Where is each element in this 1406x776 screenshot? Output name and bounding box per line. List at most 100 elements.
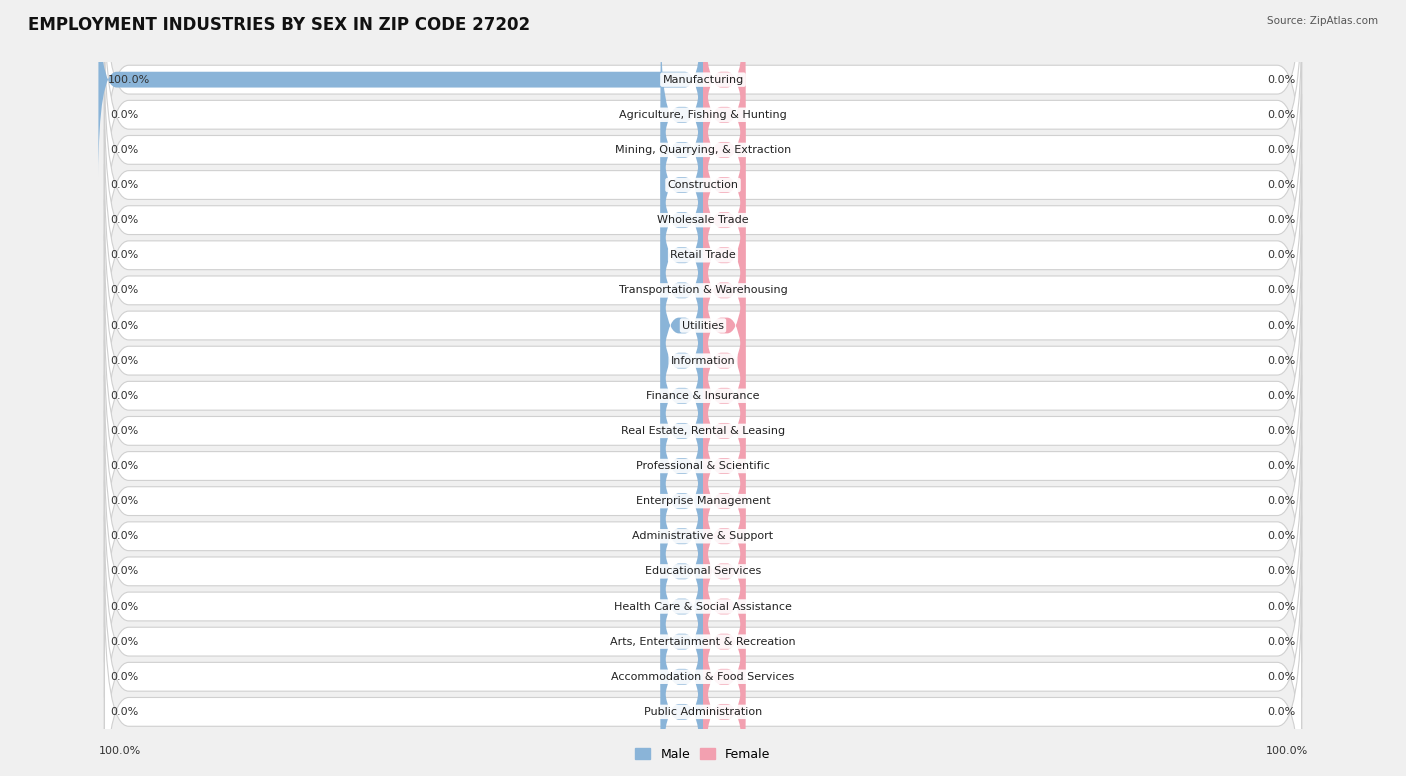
FancyBboxPatch shape <box>661 17 703 213</box>
FancyBboxPatch shape <box>703 17 745 213</box>
Text: 0.0%: 0.0% <box>1267 426 1295 436</box>
FancyBboxPatch shape <box>703 615 745 776</box>
FancyBboxPatch shape <box>104 340 1302 592</box>
Text: 0.0%: 0.0% <box>1267 251 1295 260</box>
FancyBboxPatch shape <box>661 334 703 528</box>
Text: Finance & Insurance: Finance & Insurance <box>647 391 759 400</box>
Text: Construction: Construction <box>668 180 738 190</box>
FancyBboxPatch shape <box>703 579 745 774</box>
FancyBboxPatch shape <box>703 0 745 177</box>
Text: 0.0%: 0.0% <box>111 391 139 400</box>
Text: 100.0%: 100.0% <box>1265 747 1308 756</box>
Text: 0.0%: 0.0% <box>111 532 139 541</box>
Text: Information: Information <box>671 355 735 365</box>
FancyBboxPatch shape <box>703 404 745 598</box>
Text: 0.0%: 0.0% <box>111 566 139 577</box>
Text: 0.0%: 0.0% <box>1267 672 1295 682</box>
FancyBboxPatch shape <box>703 509 745 704</box>
FancyBboxPatch shape <box>703 438 745 634</box>
FancyBboxPatch shape <box>104 94 1302 346</box>
Text: 0.0%: 0.0% <box>111 496 139 506</box>
FancyBboxPatch shape <box>661 53 703 248</box>
Text: Professional & Scientific: Professional & Scientific <box>636 461 770 471</box>
FancyBboxPatch shape <box>104 445 1302 698</box>
FancyBboxPatch shape <box>104 165 1302 417</box>
Text: Wholesale Trade: Wholesale Trade <box>657 215 749 225</box>
Text: Public Administration: Public Administration <box>644 707 762 717</box>
FancyBboxPatch shape <box>703 88 745 282</box>
FancyBboxPatch shape <box>661 193 703 388</box>
FancyBboxPatch shape <box>661 263 703 458</box>
Text: 0.0%: 0.0% <box>111 636 139 646</box>
Text: 100.0%: 100.0% <box>98 747 141 756</box>
FancyBboxPatch shape <box>661 298 703 494</box>
Text: 0.0%: 0.0% <box>1267 180 1295 190</box>
Text: 0.0%: 0.0% <box>1267 320 1295 331</box>
Text: 0.0%: 0.0% <box>111 109 139 120</box>
Text: Manufacturing: Manufacturing <box>662 74 744 85</box>
Text: Enterprise Management: Enterprise Management <box>636 496 770 506</box>
Text: 100.0%: 100.0% <box>107 74 149 85</box>
Text: 0.0%: 0.0% <box>111 461 139 471</box>
Text: Mining, Quarrying, & Extraction: Mining, Quarrying, & Extraction <box>614 145 792 155</box>
FancyBboxPatch shape <box>703 193 745 388</box>
FancyBboxPatch shape <box>703 263 745 458</box>
Text: 0.0%: 0.0% <box>1267 391 1295 400</box>
FancyBboxPatch shape <box>661 123 703 317</box>
FancyBboxPatch shape <box>661 88 703 282</box>
Text: EMPLOYMENT INDUSTRIES BY SEX IN ZIP CODE 27202: EMPLOYMENT INDUSTRIES BY SEX IN ZIP CODE… <box>28 16 530 33</box>
FancyBboxPatch shape <box>703 53 745 248</box>
Text: 0.0%: 0.0% <box>1267 215 1295 225</box>
FancyBboxPatch shape <box>703 369 745 563</box>
Text: 0.0%: 0.0% <box>111 215 139 225</box>
Text: 0.0%: 0.0% <box>1267 286 1295 296</box>
FancyBboxPatch shape <box>703 228 745 423</box>
FancyBboxPatch shape <box>661 579 703 774</box>
Text: 0.0%: 0.0% <box>1267 496 1295 506</box>
Text: Educational Services: Educational Services <box>645 566 761 577</box>
FancyBboxPatch shape <box>661 369 703 563</box>
Text: 0.0%: 0.0% <box>1267 355 1295 365</box>
Text: Arts, Entertainment & Recreation: Arts, Entertainment & Recreation <box>610 636 796 646</box>
FancyBboxPatch shape <box>703 474 745 669</box>
Text: 0.0%: 0.0% <box>111 320 139 331</box>
FancyBboxPatch shape <box>703 334 745 528</box>
Text: 0.0%: 0.0% <box>111 601 139 611</box>
FancyBboxPatch shape <box>703 298 745 494</box>
FancyBboxPatch shape <box>104 551 1302 776</box>
FancyBboxPatch shape <box>104 305 1302 557</box>
FancyBboxPatch shape <box>104 129 1302 381</box>
FancyBboxPatch shape <box>661 438 703 634</box>
FancyBboxPatch shape <box>104 586 1302 776</box>
FancyBboxPatch shape <box>661 615 703 776</box>
Text: Agriculture, Fishing & Hunting: Agriculture, Fishing & Hunting <box>619 109 787 120</box>
FancyBboxPatch shape <box>104 234 1302 487</box>
Text: Administrative & Support: Administrative & Support <box>633 532 773 541</box>
FancyBboxPatch shape <box>104 199 1302 452</box>
Text: Health Care & Social Assistance: Health Care & Social Assistance <box>614 601 792 611</box>
FancyBboxPatch shape <box>104 270 1302 521</box>
FancyBboxPatch shape <box>104 0 1302 241</box>
FancyBboxPatch shape <box>104 59 1302 311</box>
Text: 0.0%: 0.0% <box>111 426 139 436</box>
FancyBboxPatch shape <box>703 544 745 739</box>
Text: Source: ZipAtlas.com: Source: ZipAtlas.com <box>1267 16 1378 26</box>
FancyBboxPatch shape <box>104 480 1302 733</box>
FancyBboxPatch shape <box>703 123 745 317</box>
Text: Retail Trade: Retail Trade <box>671 251 735 260</box>
FancyBboxPatch shape <box>703 158 745 353</box>
Text: 0.0%: 0.0% <box>1267 532 1295 541</box>
Text: 0.0%: 0.0% <box>111 145 139 155</box>
FancyBboxPatch shape <box>661 158 703 353</box>
Text: 0.0%: 0.0% <box>111 672 139 682</box>
Text: 0.0%: 0.0% <box>111 707 139 717</box>
FancyBboxPatch shape <box>104 24 1302 276</box>
Text: 0.0%: 0.0% <box>1267 74 1295 85</box>
Text: 0.0%: 0.0% <box>111 180 139 190</box>
Text: 0.0%: 0.0% <box>111 355 139 365</box>
Text: 0.0%: 0.0% <box>1267 145 1295 155</box>
Text: Accommodation & Food Services: Accommodation & Food Services <box>612 672 794 682</box>
FancyBboxPatch shape <box>661 474 703 669</box>
Text: 0.0%: 0.0% <box>111 286 139 296</box>
FancyBboxPatch shape <box>104 375 1302 627</box>
